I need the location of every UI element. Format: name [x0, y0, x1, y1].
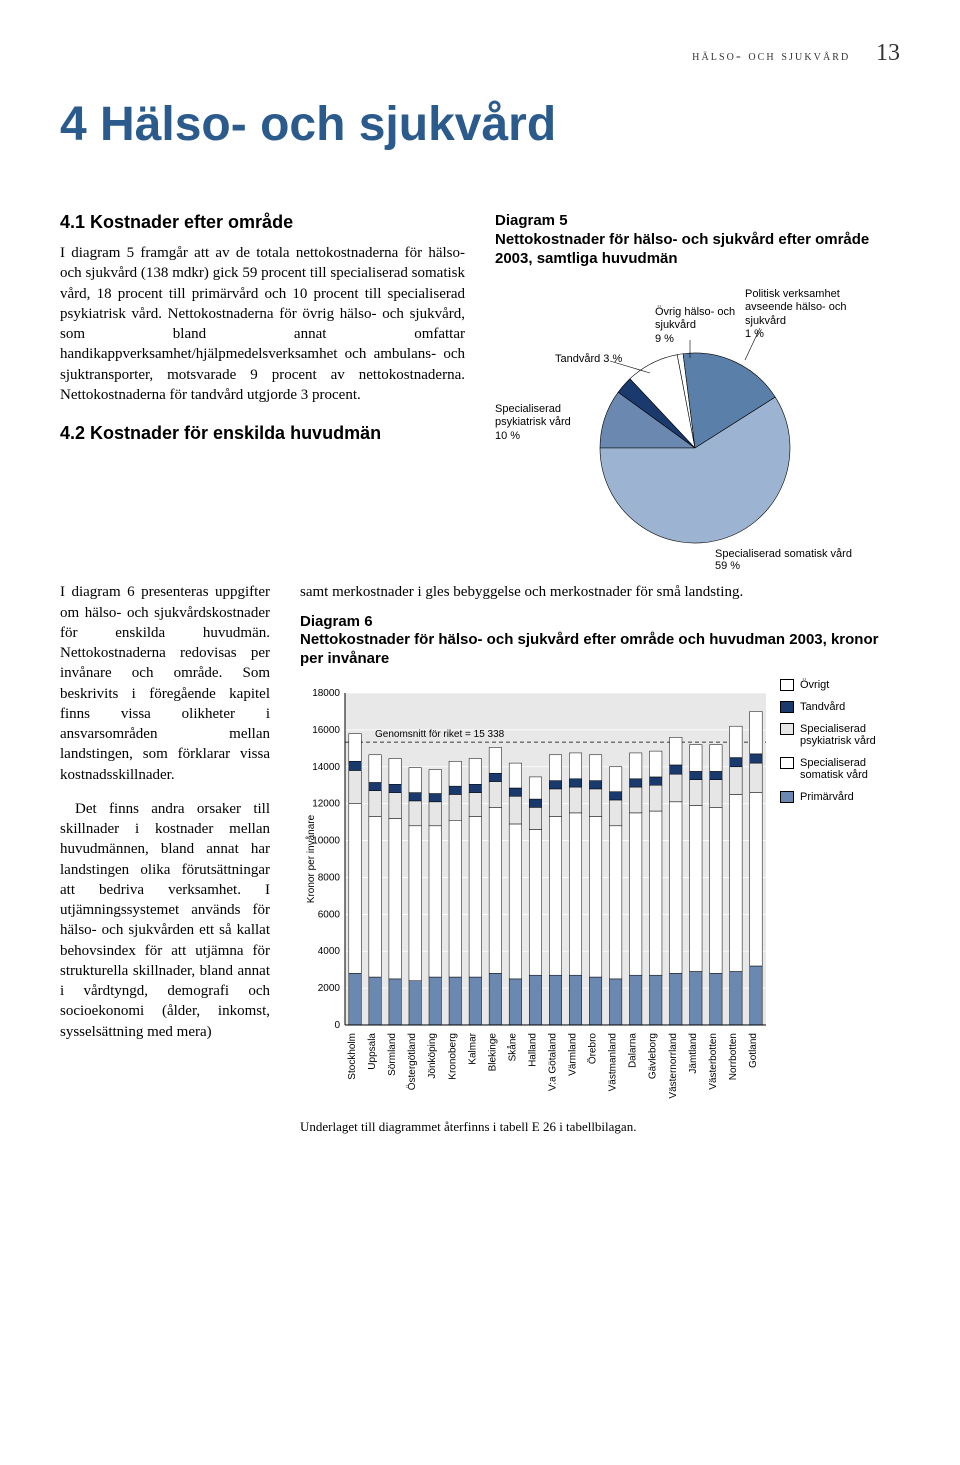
diagram6-caption: Underlaget till diagrammet återfinns i t…: [300, 1119, 900, 1135]
svg-text:Stockholm: Stockholm: [347, 1033, 358, 1080]
page-number: 13: [876, 40, 900, 66]
diagram5-title: Diagram 5Nettokostnader för hälso- och s…: [495, 212, 900, 268]
legend-item: Övrigt: [780, 679, 900, 691]
svg-text:Genomsnitt för riket = 15 338: Genomsnitt för riket = 15 338: [375, 729, 505, 740]
svg-text:Kronor per invånare: Kronor per invånare: [305, 814, 317, 903]
diagram6-title: Diagram 6Nettokostnader för hälso- och s…: [300, 613, 900, 669]
svg-text:Värmland: Värmland: [568, 1033, 579, 1076]
svg-text:Jönköping: Jönköping: [427, 1033, 438, 1079]
running-head-text: hälso- och sjukvård: [692, 49, 850, 64]
svg-text:Blekinge: Blekinge: [487, 1032, 498, 1071]
svg-text:Gävleborg: Gävleborg: [648, 1033, 659, 1079]
svg-text:Örebro: Örebro: [587, 1032, 599, 1064]
svg-text:16000: 16000: [312, 725, 340, 736]
svg-text:Skåne: Skåne: [506, 1032, 518, 1061]
pie-label-tand: Tandvård 3 %: [555, 353, 622, 366]
svg-text:Kalmar: Kalmar: [467, 1032, 478, 1064]
section-42-body-right: samt merkostnader i gles bebyggelse och …: [300, 582, 900, 602]
pie-label-ovrig: Övrig hälso- och sjukvård9 %: [655, 306, 745, 346]
svg-text:12000: 12000: [312, 798, 340, 809]
svg-text:Dalarna: Dalarna: [628, 1032, 639, 1067]
svg-text:Östergötland: Östergötland: [406, 1033, 418, 1090]
svg-text:4000: 4000: [318, 946, 341, 957]
svg-text:Västernorrland: Västernorrland: [668, 1033, 679, 1099]
svg-text:Uppsala: Uppsala: [367, 1032, 378, 1069]
svg-text:Norrbotten: Norrbotten: [728, 1033, 739, 1080]
svg-text:Västerbotten: Västerbotten: [708, 1033, 719, 1090]
svg-text:Sörmland: Sörmland: [387, 1033, 398, 1076]
svg-text:18000: 18000: [312, 688, 340, 699]
svg-text:Västmanland: Västmanland: [608, 1033, 619, 1091]
svg-text:8000: 8000: [318, 872, 341, 883]
svg-text:Jämtland: Jämtland: [688, 1033, 699, 1074]
legend-item: Specialiserad somatisk vård: [780, 757, 900, 781]
diagram6-legend: Övrigt Tandvård Specialiserad psykiatrisk …: [780, 679, 900, 1115]
legend-item: Tandvård: [780, 701, 900, 713]
svg-text:V:a Götaland: V:a Götaland: [548, 1033, 559, 1091]
legend-item: Primärvård: [780, 791, 900, 803]
svg-text:Halland: Halland: [527, 1033, 538, 1067]
svg-text:Gotland: Gotland: [748, 1033, 759, 1068]
pie-label-primary: Primärvård18 %: [795, 393, 849, 419]
diagram5-pie: Specialiserad psykiatrisk vård10 % Tandv…: [495, 278, 900, 578]
page-title: 4 Hälso- och sjukvård: [60, 97, 900, 152]
pie-label-psych: Specialiserad psykiatrisk vård10 %: [495, 403, 595, 443]
svg-text:Kronoberg: Kronoberg: [447, 1033, 458, 1080]
legend-item: Specialiserad psykiatrisk vård: [780, 723, 900, 747]
running-head: hälso- och sjukvård 13: [60, 40, 900, 67]
svg-text:2000: 2000: [318, 983, 341, 994]
section-42-body-b: Det finns andra orsaker till skillnader …: [60, 799, 270, 1042]
svg-text:14000: 14000: [312, 762, 340, 773]
section-41-body: I diagram 5 framgår att av de totala net…: [60, 243, 465, 405]
svg-text:6000: 6000: [318, 909, 341, 920]
svg-text:0: 0: [334, 1020, 340, 1031]
section-42-heading: 4.2 Kostnader för enskilda huvudmän: [60, 423, 465, 444]
pie-label-polit: Politisk verksamhet avseende hälso- och …: [745, 288, 875, 341]
section-42-body-a: I diagram 6 presenteras uppgifter om häl…: [60, 582, 270, 785]
pie-label-somatic: Specialiserad somatisk vård59 %: [715, 548, 900, 572]
diagram6-chart: 0200040006000800010000120001400016000180…: [300, 685, 770, 1115]
section-41-heading: 4.1 Kostnader efter område: [60, 212, 465, 233]
